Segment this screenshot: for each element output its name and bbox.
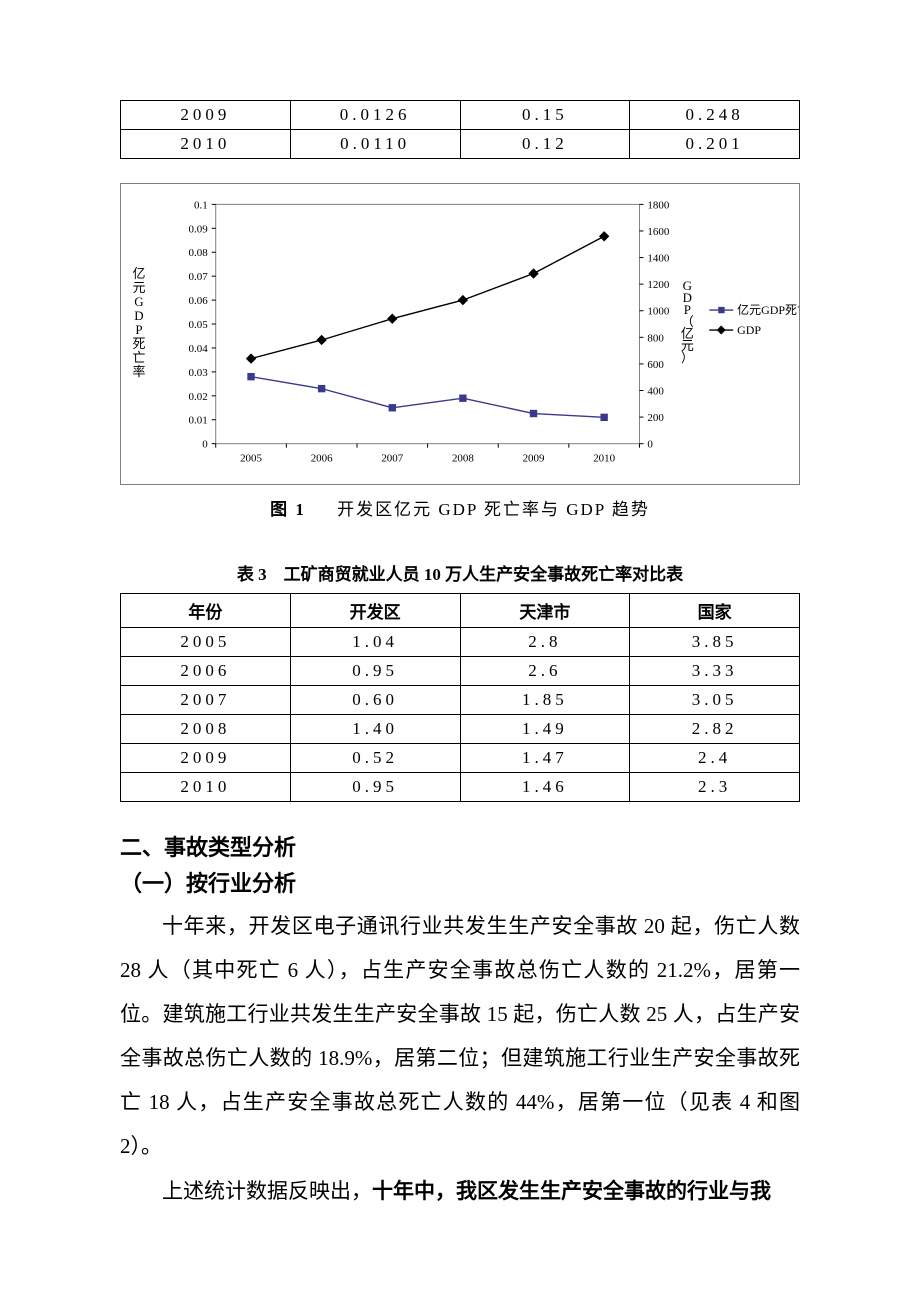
svg-text:0.1: 0.1 [194,199,208,211]
paragraph-1: 十年来，开发区电子通讯行业共发生生产安全事故 20 起，伤亡人数28 人（其中死… [120,904,800,1169]
cell: 3.33 [630,657,800,686]
section-2-sub-heading: （一）按行业分析 [120,866,800,898]
cell: 1.47 [460,744,630,773]
svg-text:0.06: 0.06 [189,295,209,307]
cell: 0.15 [460,101,630,130]
col-header: 天津市 [460,594,630,628]
svg-text:1600: 1600 [647,226,669,238]
svg-text:600: 600 [647,359,664,371]
svg-text:1800: 1800 [647,199,669,211]
svg-text:2006: 2006 [311,453,333,465]
svg-text:0.05: 0.05 [189,319,209,331]
svg-text:2005: 2005 [240,453,262,465]
cell: 2007 [121,686,291,715]
svg-text:元: 元 [132,280,145,295]
cell: 2.6 [460,657,630,686]
svg-text:0.07: 0.07 [189,271,209,283]
table3-caption-text: 工矿商贸就业人员 10 万人生产安全事故死亡率对比表 [284,565,684,584]
cell: 2.8 [460,628,630,657]
svg-text:0.08: 0.08 [189,247,209,259]
paragraph-2-bold: 十年中，我区发生生产安全事故的行业与我 [372,1179,771,1203]
table-row: 2009 0.0126 0.15 0.248 [121,101,800,130]
cell: 1.46 [460,773,630,802]
table3-caption-prefix: 表 3 [237,565,267,584]
cell: 3.85 [630,628,800,657]
svg-text:）: ） [681,350,694,365]
svg-text:1200: 1200 [647,279,669,291]
svg-text:200: 200 [647,412,664,424]
svg-text:0.09: 0.09 [189,223,209,235]
chart-figure-1: 0 0.01 0.02 0.03 0.04 0.05 0.06 0.07 0.08 0.09 0.1… [120,183,800,485]
chart-svg: 0 0.01 0.02 0.03 0.04 0.05 0.06 0.07 0.08 0.09 0.1… [121,184,799,484]
cell: 0.95 [290,657,460,686]
chart-caption-text: 开发区亿元 GDP 死亡率与 GDP 趋势 [337,500,650,519]
svg-text:亿: 亿 [132,266,145,281]
cell: 2008 [121,715,291,744]
cell: 2010 [121,773,291,802]
chart-caption: 图 1 开发区亿元 GDP 死亡率与 GDP 趋势 [120,495,800,520]
cell: 3.05 [630,686,800,715]
cell: 0.248 [630,101,800,130]
cell: 2.82 [630,715,800,744]
cell: 2006 [121,657,291,686]
svg-text:0: 0 [202,439,208,451]
svg-text:2010: 2010 [593,453,615,465]
svg-text:0.04: 0.04 [189,343,209,355]
svg-text:P: P [135,322,142,337]
cell: 2.4 [630,744,800,773]
svg-text:2009: 2009 [523,453,545,465]
svg-text:死: 死 [132,336,145,351]
cell: 0.60 [290,686,460,715]
svg-text:400: 400 [647,385,664,397]
svg-text:800: 800 [647,332,664,344]
cell: 2005 [121,628,291,657]
svg-text:2008: 2008 [452,453,474,465]
svg-text:亡: 亡 [132,350,145,365]
svg-text:D: D [134,308,143,323]
section-2-heading: 二、事故类型分析 [120,830,800,862]
cell: 1.85 [460,686,630,715]
chart-caption-prefix: 图 1 [270,500,306,519]
col-header: 国家 [630,594,800,628]
svg-text:亿元GDP死亡率: 亿元GDP死亡率 [737,302,799,317]
table3-caption: 表 3 工矿商贸就业人员 10 万人生产安全事故死亡率对比表 [120,560,800,585]
cell: 0.201 [630,130,800,159]
top-table: 2009 0.0126 0.15 0.248 2010 0.0110 0.12 … [120,100,800,159]
cell: 1.49 [460,715,630,744]
cell: 0.12 [460,130,630,159]
table-row: 20081.401.492.82 [121,715,800,744]
cell: 2009 [121,744,291,773]
table3: 年份 开发区 天津市 国家 20051.042.83.8520060.952.6… [120,593,800,802]
cell: 2009 [121,101,291,130]
col-header: 年份 [121,594,291,628]
svg-text:G: G [134,294,143,309]
table-row: 20051.042.83.85 [121,628,800,657]
table-row: 20060.952.63.33 [121,657,800,686]
cell: 1.04 [290,628,460,657]
cell: 0.0126 [290,101,460,130]
svg-text:0.03: 0.03 [189,367,209,379]
cell: 1.40 [290,715,460,744]
col-header: 开发区 [290,594,460,628]
svg-text:1000: 1000 [647,306,669,318]
svg-text:2007: 2007 [381,453,403,465]
cell: 0.52 [290,744,460,773]
svg-text:率: 率 [132,364,145,379]
table-row: 2010 0.0110 0.12 0.201 [121,130,800,159]
paragraph-2: 上述统计数据反映出，十年中，我区发生生产安全事故的行业与我 [120,1169,800,1213]
cell: 0.95 [290,773,460,802]
table-row: 20070.601.853.05 [121,686,800,715]
cell: 0.0110 [290,130,460,159]
table-row: 20090.521.472.4 [121,744,800,773]
svg-text:GDP: GDP [737,323,761,337]
svg-text:0: 0 [647,439,653,451]
svg-text:0.02: 0.02 [189,391,208,403]
svg-text:1400: 1400 [647,253,669,265]
svg-text:0.01: 0.01 [189,415,208,427]
paragraph-2-prefix: 上述统计数据反映出， [162,1179,372,1203]
cell: 2010 [121,130,291,159]
cell: 2.3 [630,773,800,802]
table-row: 20100.951.462.3 [121,773,800,802]
